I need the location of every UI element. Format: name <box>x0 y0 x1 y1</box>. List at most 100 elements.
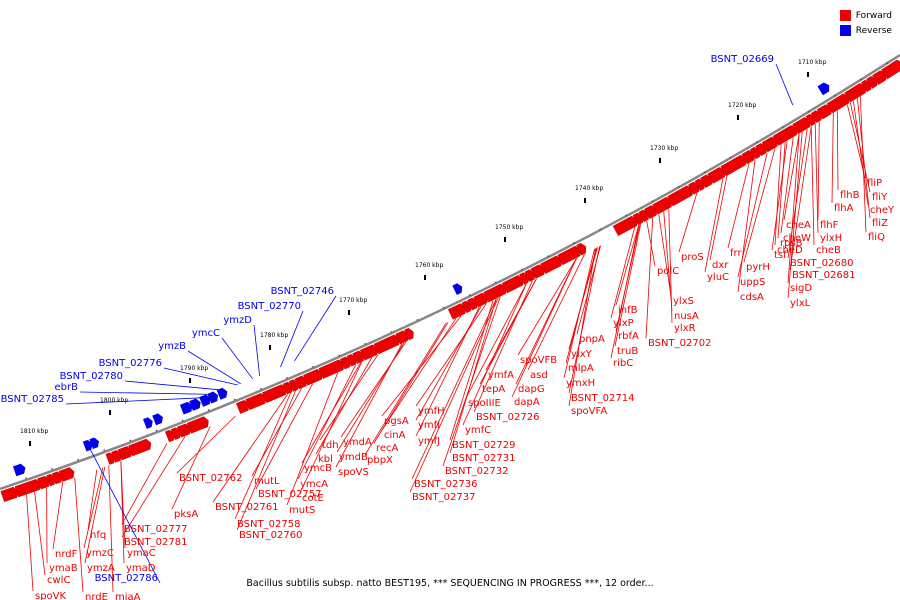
minor-tick-dot <box>286 377 288 379</box>
reverse-gene-arrow <box>179 401 193 415</box>
gene-label-forward: hfq <box>90 530 106 541</box>
minor-tick-dot <box>77 458 79 461</box>
gene-label-forward: mutL <box>254 476 280 487</box>
leader-line-forward <box>465 283 527 399</box>
forward-gene-arrow <box>557 245 581 266</box>
gene-label-forward: cheW <box>783 233 811 244</box>
forward-gene-arrow <box>720 154 746 177</box>
gene-label-forward: tepA <box>482 384 505 395</box>
leader-line-forward <box>299 361 363 494</box>
gene-label-forward: BSNT_02681 <box>792 270 855 281</box>
legend-reverse-label: Reverse <box>855 25 892 36</box>
minor-tick-dot <box>834 94 836 97</box>
forward-gene-arrow <box>373 334 400 355</box>
minor-tick-dot <box>756 141 758 144</box>
gene-label-forward: BSNT_02762 <box>179 473 242 484</box>
gene-label-forward: asd <box>530 370 548 381</box>
minor-tick-dot <box>103 449 106 451</box>
minor-tick-dot <box>312 366 314 368</box>
gene-label-reverse: BSNT_02770 <box>238 301 301 312</box>
leader-line-forward <box>645 217 654 339</box>
leader-line-forward <box>568 248 596 407</box>
gene-label-forward: cinA <box>384 430 406 441</box>
leader-line-forward <box>255 383 313 490</box>
gene-label-forward: spoVS <box>338 467 369 478</box>
minor-tick-dot <box>703 171 706 174</box>
legend-forward: Forward <box>839 8 892 23</box>
leader-line-forward <box>315 357 373 455</box>
gene-label-forward: ylxL <box>790 298 811 309</box>
gene-label-forward: frr <box>730 248 742 259</box>
leader-line-forward <box>176 415 236 474</box>
minor-tick-dot <box>260 388 262 390</box>
leader-line-forward <box>409 297 499 493</box>
gene-label-forward: ymfA <box>488 370 514 381</box>
gene-label-forward: infB <box>618 305 638 316</box>
position-tick-mark <box>737 115 739 120</box>
gene-label-forward: cdsA <box>740 292 764 303</box>
leader-line-forward <box>737 159 756 293</box>
leader-line-forward <box>511 258 577 398</box>
position-tick-mark <box>348 310 350 315</box>
gene-label-forward: polC <box>657 266 679 277</box>
gene-label-forward: proS <box>681 252 704 263</box>
forward-gene-arrow <box>318 359 345 379</box>
gene-label-forward: BSNT_02680 <box>790 258 853 269</box>
gene-label-forward: ymfC <box>465 425 491 436</box>
gene-label-forward: pyrH <box>746 262 770 273</box>
leader-line-reverse <box>79 391 215 395</box>
position-tick-label: 1740 kbp <box>575 185 603 192</box>
position-tick-label: 1790 kbp <box>180 365 208 372</box>
leader-line-forward <box>780 137 794 234</box>
leader-line-forward <box>658 214 672 297</box>
position-tick-mark <box>424 275 426 280</box>
reverse-gene-arrow <box>89 437 100 450</box>
reverse-gene-arrow <box>143 417 153 429</box>
leader-line-forward <box>121 443 168 525</box>
gene-label-forward: nusA <box>674 311 699 322</box>
gene-label-forward: ylxP <box>613 318 634 329</box>
gene-label-forward: ymdB <box>339 452 368 463</box>
gene-label-forward: fliQ <box>868 232 885 243</box>
gene-label-forward: nrdF <box>55 549 78 560</box>
gene-label-reverse: BSNT_02746 <box>271 286 334 297</box>
leader-line-forward <box>743 148 776 263</box>
minor-tick-dot <box>886 62 889 65</box>
leader-line-forward <box>212 394 288 503</box>
gene-label-forward: kbl <box>318 454 333 465</box>
leader-line-forward <box>415 307 480 437</box>
leader-line-forward <box>852 100 869 206</box>
leader-line-forward <box>84 466 106 564</box>
position-tick-label: 1720 kbp <box>728 102 756 109</box>
gene-label-forward: tsf <box>774 250 787 261</box>
leader-line-forward <box>615 225 640 306</box>
gene-label-forward: fliP <box>867 178 882 189</box>
forward-gene-arrow <box>186 416 209 434</box>
leader-line-forward <box>787 132 803 299</box>
reverse-gene-arrow <box>216 387 228 400</box>
gene-label-forward: mlpA <box>568 363 594 374</box>
minor-tick-dot <box>416 319 419 321</box>
leader-line-forward <box>856 98 871 219</box>
leader-line-forward <box>411 298 497 480</box>
minor-tick-dot <box>782 126 784 128</box>
gene-label-forward: BSNT_02702 <box>648 338 711 349</box>
gene-label-forward: spoVFA <box>571 406 607 417</box>
leader-line-forward <box>473 280 533 413</box>
forward-gene-arrow <box>58 467 75 482</box>
minor-tick-dot <box>181 419 184 422</box>
position-ticks: 1710 kbp 1720 kbp 1730 kbp 1740 kbp 1750 kbp… <box>20 59 889 479</box>
gene-label-reverse: ymcC <box>192 328 220 339</box>
position-tick-mark <box>29 441 31 446</box>
gene-label-forward: cheD <box>777 245 803 256</box>
leader-line-forward <box>787 133 800 284</box>
gene-label-forward: BSNT_02777 <box>124 524 187 535</box>
minor-tick-dot <box>338 354 340 357</box>
gene-label-forward: fliZ <box>872 218 888 229</box>
gene-label-forward: nrdE <box>85 592 108 600</box>
gene-label-forward: BSNT_02726 <box>476 412 539 423</box>
gene-label-forward: ymaB <box>49 563 78 574</box>
leader-line-forward <box>442 296 501 467</box>
position-tick-label: 1750 kbp <box>495 224 523 231</box>
leader-line-forward <box>364 323 447 456</box>
